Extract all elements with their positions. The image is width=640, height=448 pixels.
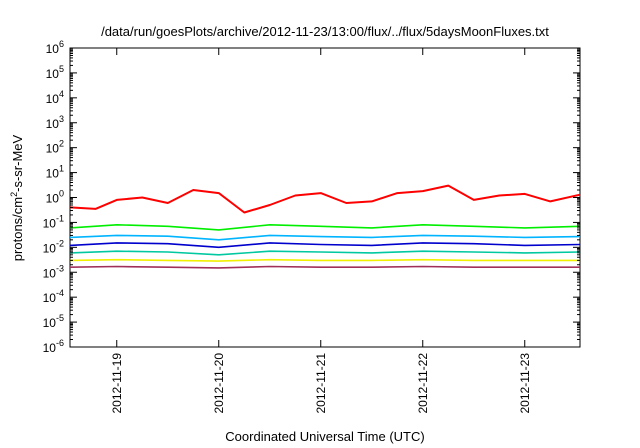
- series-line-1: [69, 184, 581, 214]
- y-tick-exponent: 0: [59, 189, 64, 199]
- series-line-2: [69, 224, 581, 231]
- y-tick-base: 10: [46, 67, 60, 81]
- y-tick-exponent: -2: [56, 238, 64, 248]
- y-tick-label: 103: [46, 114, 64, 131]
- y-axis-title-base: protons/cm: [10, 197, 25, 261]
- series-line-6: [69, 258, 580, 262]
- y-tick-exponent: 2: [59, 139, 64, 149]
- y-tick-base: 10: [46, 117, 60, 131]
- x-tick-label: 2012-11-23: [518, 353, 532, 414]
- y-tick-exponent: -6: [56, 338, 64, 348]
- y-tick-exponent: -4: [56, 288, 64, 298]
- y-tick-label: 10-2: [43, 238, 64, 255]
- y-axis-title-rest: -s-sr-MeV: [10, 134, 25, 191]
- y-tick-label: 10-4: [43, 288, 64, 305]
- y-tick-label: 10-3: [43, 263, 64, 280]
- series-line-3: [69, 234, 581, 241]
- y-tick-base: 10: [46, 167, 60, 181]
- y-tick-base: 10: [43, 266, 57, 280]
- y-tick-label: 102: [46, 139, 64, 156]
- x-tick-label: 2012-11-20: [212, 353, 226, 414]
- y-axis-title-sup: 2: [9, 192, 19, 197]
- y-tick-exponent: 4: [59, 89, 64, 99]
- chart-title: /data/run/goesPlots/archive/2012-11-23/1…: [101, 24, 549, 39]
- y-tick-label: 101: [46, 164, 64, 181]
- y-tick-exponent: 5: [59, 64, 64, 74]
- series-line-5: [69, 250, 581, 256]
- y-tick-label: 10-5: [43, 313, 64, 330]
- y-tick-base: 10: [43, 316, 57, 330]
- x-tick-label: 2012-11-21: [314, 353, 328, 414]
- y-tick-base: 10: [43, 291, 57, 305]
- y-tick-label: 100: [46, 189, 64, 206]
- y-tick-label: 10-6: [43, 338, 64, 355]
- y-tick-exponent: 1: [59, 164, 64, 174]
- y-tick-label: 10-1: [43, 213, 64, 230]
- y-tick-exponent: -5: [56, 313, 64, 323]
- y-tick-exponent: -3: [56, 263, 64, 273]
- y-axis: 10-610-510-410-310-210-11001011021031041…: [43, 39, 580, 355]
- y-tick-base: 10: [46, 42, 60, 56]
- y-tick-label: 105: [46, 64, 64, 81]
- series-line-7: [69, 265, 580, 269]
- series-layer: [69, 184, 581, 269]
- y-tick-label: 106: [46, 39, 64, 56]
- y-tick-exponent: 3: [59, 114, 64, 124]
- y-axis-title: protons/cm2-s-sr-MeV: [9, 134, 25, 261]
- x-tick-label: 2012-11-19: [110, 353, 124, 414]
- y-tick-exponent: 6: [59, 39, 64, 49]
- y-tick-base: 10: [43, 216, 57, 230]
- y-tick-base: 10: [46, 92, 60, 106]
- y-tick-base: 10: [43, 241, 57, 255]
- x-axis: 2012-11-19 2012-11-20 2012-11-21 2012-11-22…: [110, 48, 532, 414]
- x-tick-label: 2012-11-22: [416, 353, 430, 414]
- y-tick-label: 104: [46, 89, 64, 106]
- series-line-4: [69, 242, 581, 249]
- x-axis-title: Coordinated Universal Time (UTC): [225, 429, 424, 444]
- y-tick-base: 10: [43, 341, 57, 355]
- y-tick-base: 10: [46, 142, 60, 156]
- y-tick-base: 10: [46, 192, 60, 206]
- y-tick-exponent: -1: [56, 213, 64, 223]
